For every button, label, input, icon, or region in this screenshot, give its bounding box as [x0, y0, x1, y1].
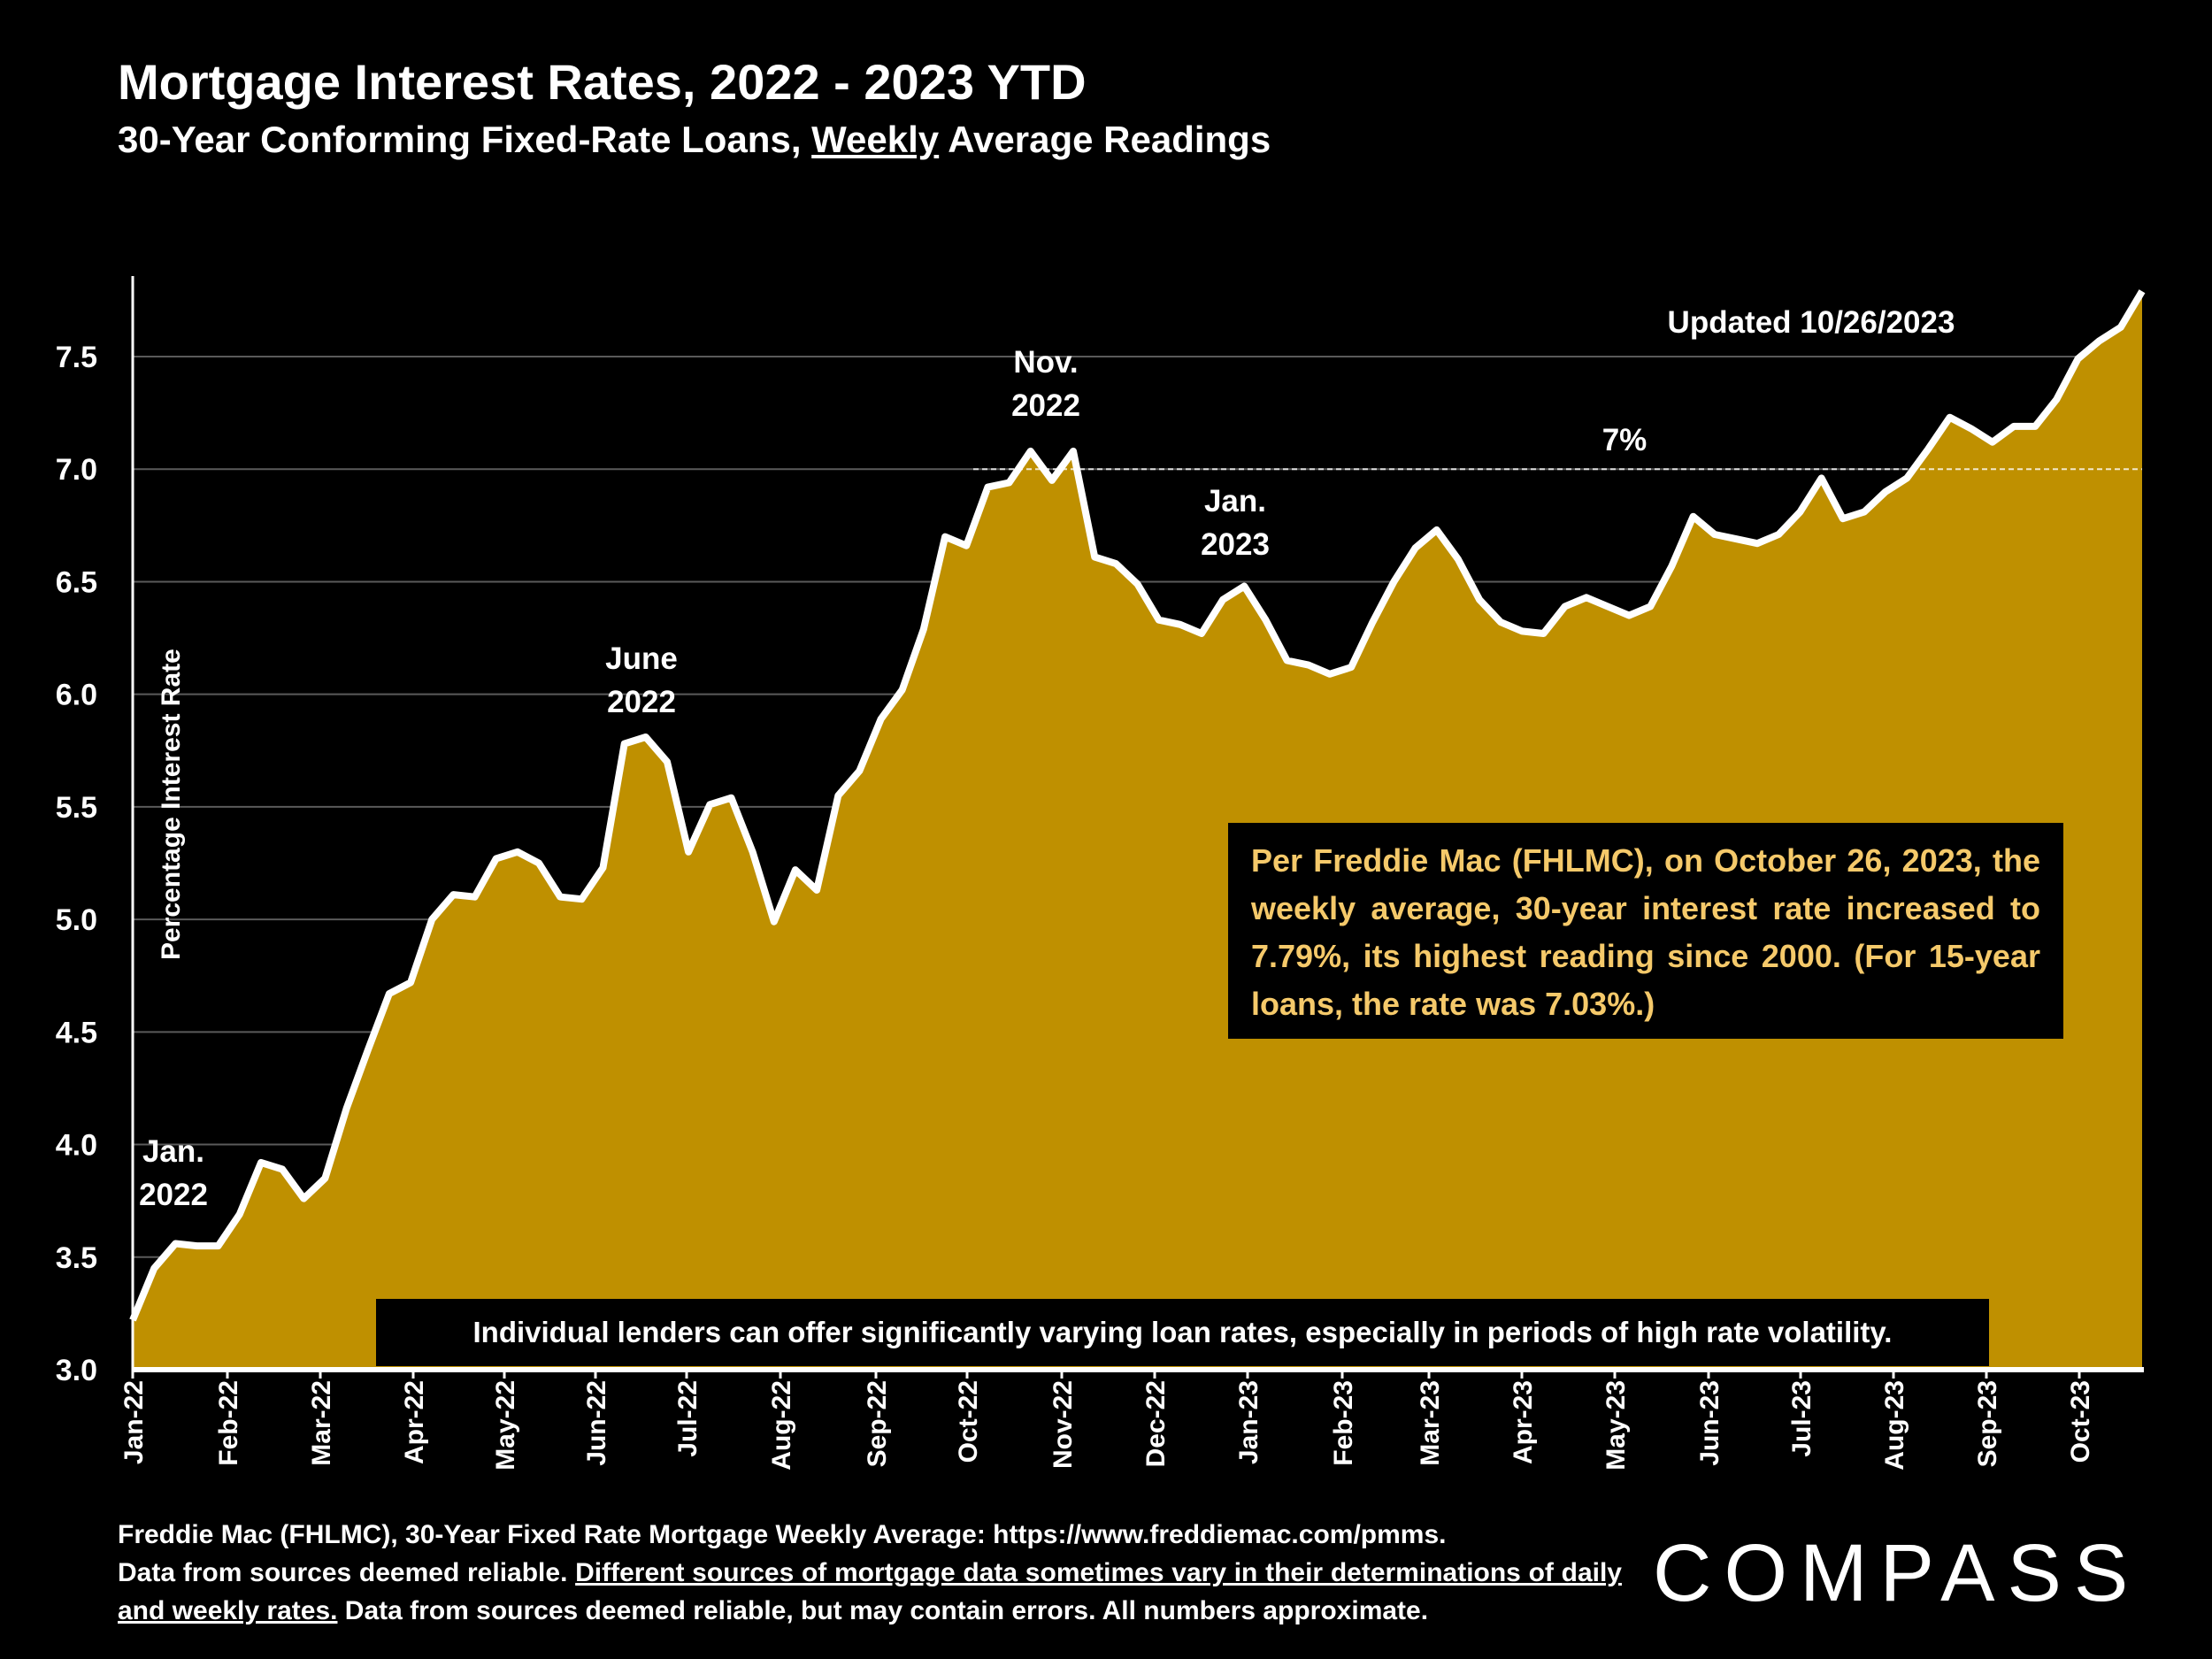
y-tick-label: 7.5	[56, 341, 97, 374]
freddie-mac-note-box: Per Freddie Mac (FHLMC), on October 26, …	[1228, 823, 2063, 1039]
annotation-jan22-line2: 2022	[139, 1178, 208, 1212]
x-tick-label: Mar-23	[1416, 1380, 1445, 1466]
y-tick-label: 6.5	[56, 565, 97, 599]
lenders-note-box: Individual lenders can offer significant…	[376, 1299, 1989, 1366]
x-tick-label: Apr-23	[1509, 1380, 1538, 1464]
y-tick-label: 7.0	[56, 453, 97, 487]
subtitle-weekly: Weekly	[811, 119, 940, 160]
y-tick-label: 6.0	[56, 679, 97, 712]
x-tick-label: Aug-23	[1880, 1380, 1909, 1471]
annotation-updated: Updated 10/26/2023	[1668, 305, 1955, 340]
annotation-jan23-line2: 2023	[1201, 527, 1270, 562]
y-tick-label: 5.0	[56, 903, 97, 937]
y-tick-label: 4.5	[56, 1016, 97, 1049]
x-tick-label: May-23	[1601, 1380, 1631, 1471]
annotation-jun22-line1: June	[605, 641, 678, 676]
freddie-mac-note-text: Per Freddie Mac (FHLMC), on October 26, …	[1251, 842, 2040, 1022]
x-tick-label: Feb-22	[214, 1380, 243, 1466]
subtitle-post: Average Readings	[939, 119, 1271, 160]
annotation-jan22-line1: Jan.	[142, 1134, 204, 1169]
rate-area	[133, 291, 2142, 1371]
annotation-jan23-line1: Jan.	[1204, 484, 1266, 518]
page-subtitle: 30-Year Conforming Fixed-Rate Loans, Wee…	[118, 119, 1271, 160]
y-tick-label: 5.5	[56, 791, 97, 825]
x-tick-label: Mar-22	[307, 1380, 336, 1466]
x-tick-label: Apr-22	[400, 1380, 429, 1464]
x-tick-label: Oct-22	[954, 1380, 983, 1463]
x-tick-label: Sep-23	[1973, 1380, 2002, 1467]
x-tick-labels: Jan-22 Feb-22 Mar-22 Apr-22 May-22 Jun-22 Jul-…	[119, 1370, 2095, 1471]
y-tick-labels: 3.0 3.5 4.0 4.5 5.0 5.5 6.0 6.5 7.0 7.5	[56, 341, 97, 1387]
footer-line2c: Data from sources deemed reliable, but m…	[337, 1596, 1429, 1625]
x-tick-label: Jan-23	[1234, 1380, 1263, 1464]
x-tick-label: Aug-22	[767, 1380, 796, 1471]
x-tick-label: Jul-23	[1787, 1380, 1816, 1457]
compass-logo: COMPASS	[1653, 1528, 2141, 1618]
x-tick-label: Feb-23	[1329, 1380, 1358, 1466]
y-axis-label: Percentage Interest Rate	[157, 649, 186, 960]
annotation-jun22-line2: 2022	[607, 685, 676, 719]
subtitle-pre: 30-Year Conforming Fixed-Rate Loans,	[118, 119, 812, 160]
footer-line2a: Data from sources deemed reliable.	[118, 1558, 576, 1587]
footer-line2b: Different sources of mortgage data somet…	[118, 1558, 1622, 1625]
annotation-nov22-line2: 2022	[1011, 388, 1080, 423]
annotation-nov22-line1: Nov.	[1013, 345, 1078, 380]
x-tick-label: May-22	[491, 1380, 520, 1471]
x-tick-label: Sep-22	[863, 1380, 892, 1467]
annotation-seven-percent: 7%	[1602, 423, 1647, 457]
x-tick-label: Jun-22	[582, 1380, 611, 1466]
x-tick-label: Jul-22	[673, 1380, 703, 1457]
axes	[131, 276, 2144, 1372]
x-tick-label: Jan-22	[119, 1380, 149, 1464]
x-tick-label: Dec-22	[1141, 1380, 1171, 1467]
y-tick-label: 4.0	[56, 1129, 97, 1163]
y-tick-label: 3.0	[56, 1354, 97, 1387]
x-tick-label: Nov-22	[1048, 1380, 1078, 1469]
page-title: Mortgage Interest Rates, 2022 - 2023 YTD	[118, 54, 1087, 110]
rate-line	[129, 289, 2146, 1322]
x-tick-label: Jun-23	[1695, 1380, 1724, 1466]
footer-source: Freddie Mac (FHLMC), 30-Year Fixed Rate …	[118, 1516, 1622, 1630]
y-tick-label: 3.5	[56, 1241, 97, 1275]
x-tick-label: Oct-23	[2066, 1380, 2095, 1463]
lenders-note-text: Individual lenders can offer significant…	[472, 1316, 1893, 1348]
footer-line1: Freddie Mac (FHLMC), 30-Year Fixed Rate …	[118, 1520, 1447, 1549]
